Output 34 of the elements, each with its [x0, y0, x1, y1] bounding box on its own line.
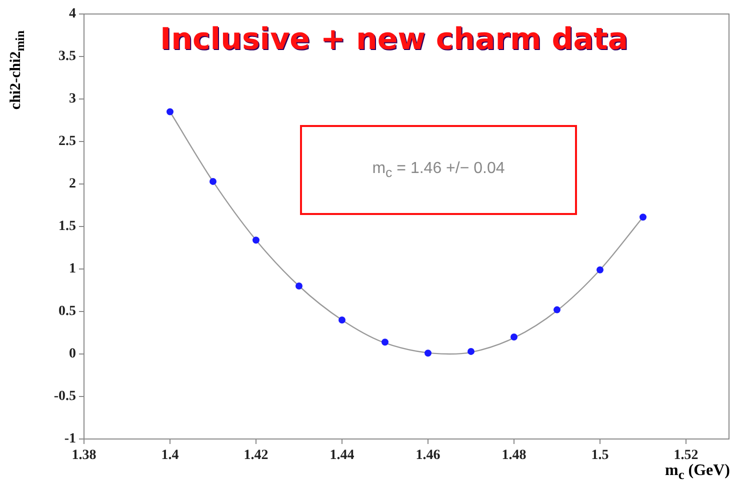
point [468, 348, 474, 355]
point [554, 306, 560, 314]
point [382, 338, 388, 346]
y-tick-label: -0.5 [54, 389, 76, 404]
y-tick-label: 4 [69, 6, 76, 22]
point [510, 334, 518, 340]
y-tick-label: 0.5 [58, 304, 76, 320]
point [640, 214, 646, 221]
point [296, 282, 302, 290]
x-tick-label: 1.52 [674, 448, 698, 464]
x-tick-label: 1.4 [161, 448, 179, 464]
x-tick-label: 1.5 [591, 448, 609, 464]
chart-title: Inclusive + new charm data [160, 22, 628, 57]
x-tick-label: 1.44 [330, 448, 354, 464]
point [596, 266, 604, 274]
x-axis-title: m$_{c}$ (GeV) [664, 462, 730, 484]
y-tick-label: 3.5 [58, 49, 76, 64]
y-tick-label: 1 [69, 262, 76, 277]
point [424, 350, 432, 357]
y-tick-label: -1 [64, 432, 76, 447]
point [166, 108, 174, 116]
point [252, 236, 260, 244]
y-tick-label: 3 [69, 92, 76, 107]
x-tick-label: 1.38 [72, 448, 96, 464]
y-tick-label: 1.5 [58, 219, 76, 234]
annotation: m$_{c}$ = 1.46 +/− 0.04 [372, 160, 505, 180]
point [338, 316, 346, 324]
x-tick-label: 1.42 [244, 448, 268, 464]
x-tick-label: 1.46 [416, 448, 440, 464]
y-tick-label: 0 [69, 346, 76, 362]
y-tick-label: 2.5 [58, 134, 76, 150]
y-tick-label: 2 [69, 176, 76, 192]
x-tick-label: 1.48 [502, 448, 526, 464]
point [210, 178, 216, 185]
